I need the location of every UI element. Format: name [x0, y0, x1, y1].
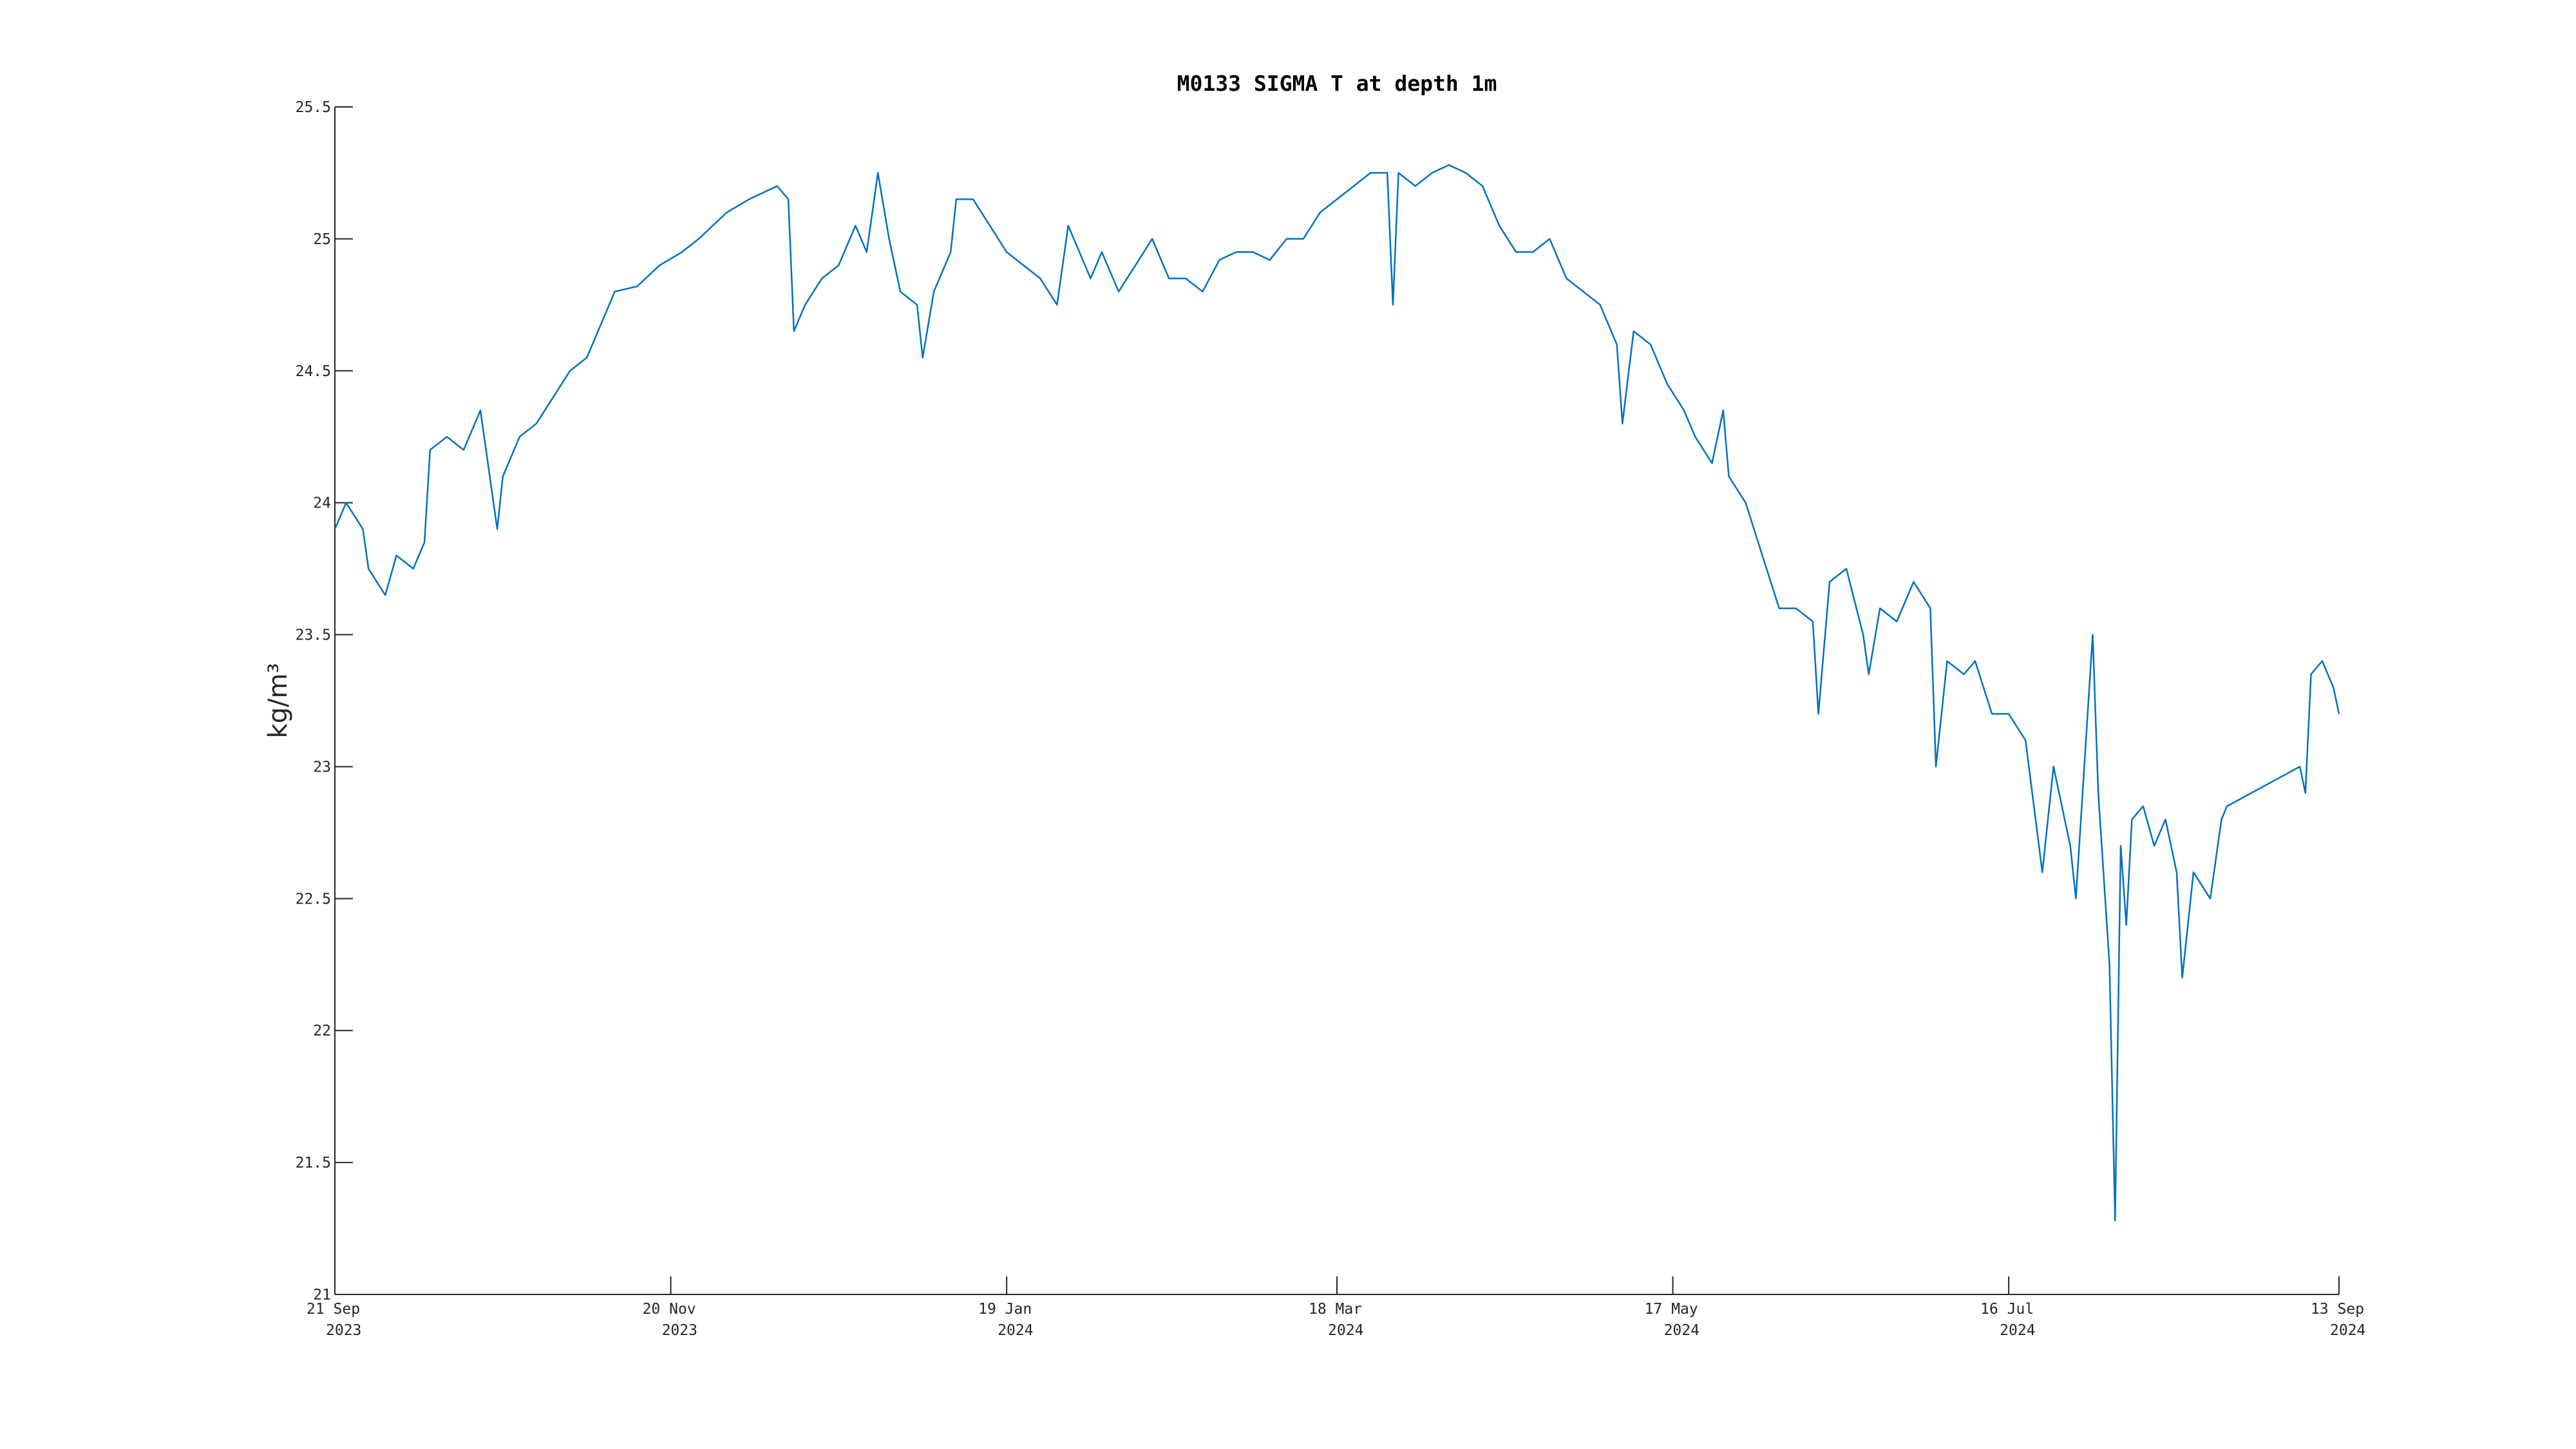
y-tick-label: 22 — [313, 1023, 331, 1039]
y-tick-label: 25 — [313, 231, 331, 248]
chart-title: M0133 SIGMA T at depth 1m — [1177, 71, 1497, 96]
x-tick-label: 17 May 2024 — [1645, 1301, 1700, 1339]
x-tick-label: 13 Sep 2024 — [2311, 1301, 2365, 1339]
y-tick-label: 23.5 — [296, 627, 331, 644]
y-tick-label: 24.5 — [296, 363, 331, 380]
x-tick-label: 19 Jan 2024 — [978, 1301, 1033, 1339]
x-tick-label: 18 Mar 2024 — [1309, 1301, 1363, 1339]
x-tick-label: 16 Jul 2024 — [1980, 1301, 2035, 1339]
x-tick-label: 21 Sep 2023 — [307, 1301, 361, 1339]
data-line — [334, 164, 2340, 1222]
y-tick-label: 22.5 — [296, 891, 331, 907]
y-tick-label: 25.5 — [296, 99, 331, 116]
y-tick-label: 21 — [313, 1287, 331, 1303]
y-tick-label: 24 — [313, 495, 331, 512]
x-tick-label: 20 Nov 2023 — [643, 1301, 697, 1339]
y-tick-label: 23 — [313, 759, 331, 775]
y-tick-label: 21.5 — [296, 1155, 331, 1171]
y-axis-label: kg/m³ — [263, 663, 293, 738]
